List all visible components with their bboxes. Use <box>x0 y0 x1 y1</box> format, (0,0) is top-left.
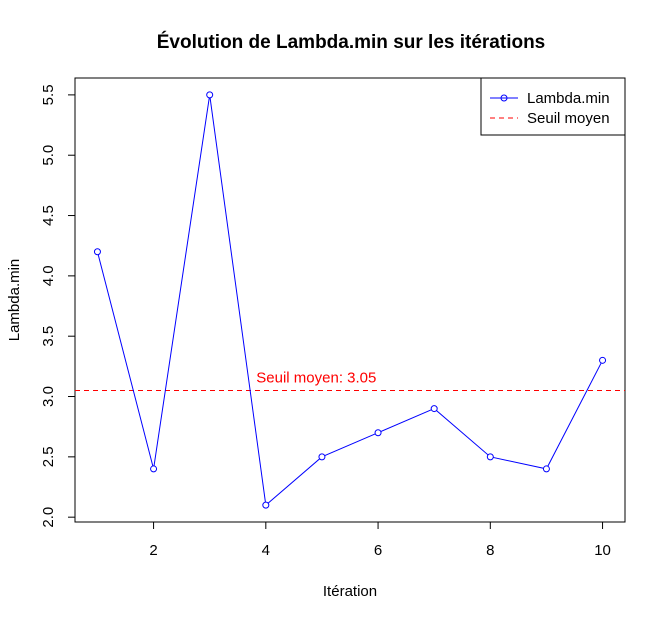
data-point <box>374 429 382 437</box>
data-point <box>486 453 494 461</box>
x-axis-label: Itération <box>323 583 377 600</box>
y-tick-label: 2.5 <box>40 446 57 467</box>
data-point <box>150 465 158 473</box>
data-point <box>542 465 550 473</box>
legend-label-series: Lambda.min <box>527 90 610 107</box>
series-line <box>96 94 603 507</box>
legend: Lambda.min Seuil moyen <box>480 77 626 136</box>
x-axis: 2 4 6 8 10 <box>149 521 611 559</box>
data-point <box>599 356 607 364</box>
x-tick-label: 8 <box>486 542 494 559</box>
y-tick-label: 5.0 <box>40 145 57 166</box>
x-tick-label: 2 <box>149 542 157 559</box>
y-tick-label: 3.5 <box>40 326 57 347</box>
data-point <box>93 248 101 256</box>
y-tick-label: 5.5 <box>40 84 57 105</box>
data-point <box>430 405 438 413</box>
plot-frame <box>74 77 626 523</box>
y-tick-label: 2.0 <box>40 507 57 528</box>
legend-series-marker <box>500 94 508 102</box>
legend-label-reference: Seuil moyen <box>527 110 610 127</box>
y-tick-label: 3.0 <box>40 386 57 407</box>
y-axis-label: Lambda.min <box>6 259 23 342</box>
data-point <box>206 91 214 99</box>
legend-box <box>480 77 626 136</box>
data-point <box>318 453 326 461</box>
x-tick-label: 4 <box>262 542 270 559</box>
y-axis: 2.0 2.5 3.0 3.5 4.0 4.5 5.0 5.5 <box>40 84 76 528</box>
x-tick-label: 6 <box>374 542 382 559</box>
data-point <box>262 501 270 509</box>
threshold-annotation: Seuil moyen: 3.05 <box>256 369 376 386</box>
y-tick-label: 4.5 <box>40 205 57 226</box>
x-tick-label: 10 <box>594 542 611 559</box>
y-tick-label: 4.0 <box>40 265 57 286</box>
chart-title: Évolution de Lambda.min sur les itératio… <box>157 31 546 53</box>
series-layer <box>93 91 607 509</box>
